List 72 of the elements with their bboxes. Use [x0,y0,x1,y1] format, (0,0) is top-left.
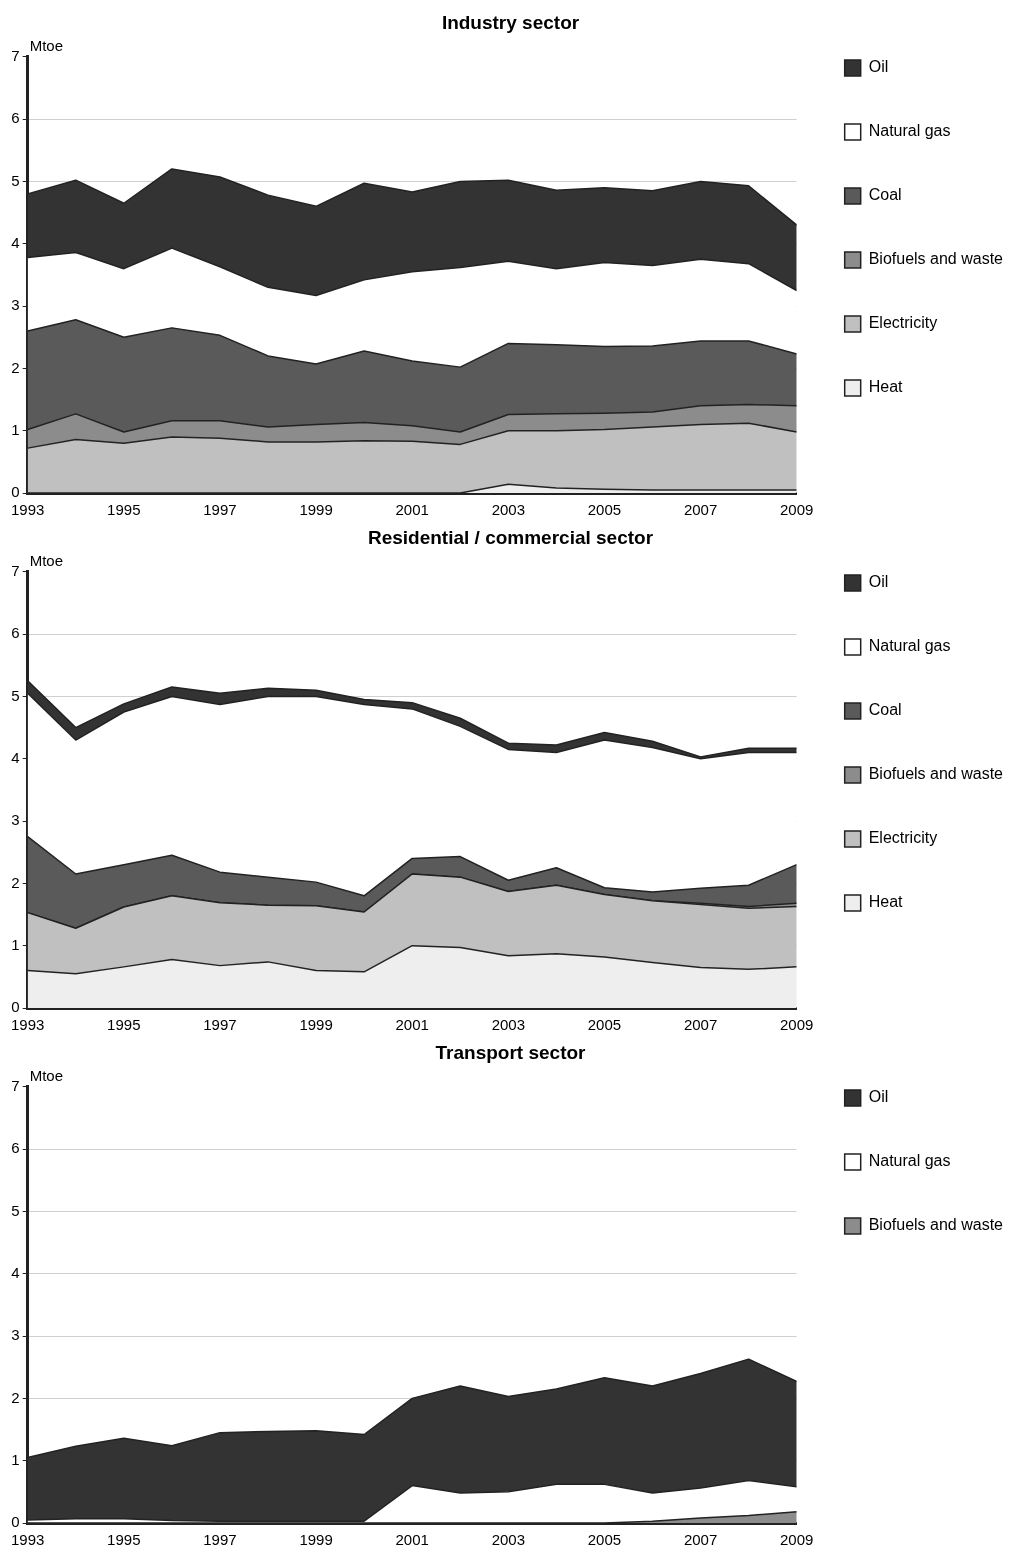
x-tick-label: 2007 [683,501,718,519]
x-tick-label: 1995 [107,1016,141,1034]
y-axis-title: Mtoe [29,552,64,570]
legend-label: Oil [868,58,889,76]
y-tick-label: 0 [11,1513,20,1531]
y-tick-label: 4 [11,1263,20,1281]
chart-title: Transport sector [435,1041,587,1063]
x-tick-label: 1997 [203,1016,237,1034]
y-tick-label: 0 [11,998,20,1016]
y-tick-label: 7 [11,561,20,579]
x-tick-label: 2001 [395,501,429,519]
x-tick-label: 2003 [491,1016,525,1034]
legend-label: Natural gas [868,122,951,140]
x-tick-label: 2009 [780,501,814,519]
chart-title: Industry sector [441,11,580,33]
x-tick-label: 1995 [107,1531,141,1549]
y-tick-label: 4 [11,748,20,766]
x-tick-label: 2003 [491,501,525,519]
legend-label: Coal [868,186,902,204]
x-tick-label: 2009 [780,1016,814,1034]
x-tick-label: 2005 [587,501,622,519]
y-tick-label: 6 [11,1139,20,1157]
y-tick-label: 4 [11,233,20,251]
x-tick-label: 1993 [11,1531,45,1549]
y-tick-label: 2 [11,358,20,376]
y-tick-label: 2 [11,1388,20,1406]
y-tick-label: 1 [11,420,20,438]
x-tick-label: 2005 [587,1016,622,1034]
x-tick-label: 1999 [299,501,333,519]
y-tick-label: 5 [11,686,20,704]
y-tick-label: 0 [11,483,20,501]
y-tick-label: 7 [11,1076,20,1094]
y-tick-label: 1 [11,1450,20,1468]
legend-label: Electricity [868,314,938,332]
legend-label: Electricity [868,829,938,847]
legend-label: Biofuels and waste [868,250,1004,268]
chart-title: Residential / commercial sector [367,526,654,548]
x-tick-label: 2001 [395,1016,429,1034]
x-tick-label: 1993 [11,1016,45,1034]
x-tick-label: 1993 [11,501,45,519]
x-tick-label: 1997 [203,1531,237,1549]
x-tick-label: 2007 [683,1531,718,1549]
legend-label: Biofuels and waste [868,765,1004,783]
legend-label: Biofuels and waste [868,1216,1004,1234]
legend-label: Oil [868,573,889,591]
y-tick-label: 3 [11,811,20,829]
x-tick-label: 1999 [299,1531,333,1549]
legend-label: Coal [868,701,902,719]
y-axis-title: Mtoe [29,37,64,55]
y-tick-label: 1 [11,935,20,953]
y-axis-title: Mtoe [29,1067,64,1085]
y-tick-label: 2 [11,873,20,891]
y-tick-label: 5 [11,171,20,189]
x-tick-label: 2005 [587,1531,622,1549]
y-tick-label: 6 [11,109,20,127]
x-tick-label: 1999 [299,1016,333,1034]
x-tick-label: 2003 [491,1531,525,1549]
x-tick-label: 1995 [107,501,141,519]
legend-label: Natural gas [868,637,951,655]
y-tick-label: 6 [11,624,20,642]
x-tick-label: 2007 [683,1016,718,1034]
legend-label: Heat [868,893,904,911]
x-tick-label: 2009 [780,1531,814,1549]
y-tick-label: 5 [11,1201,20,1219]
y-tick-label: 3 [11,296,20,314]
x-tick-label: 2001 [395,1531,429,1549]
legend-label: Heat [868,378,904,396]
y-tick-label: 3 [11,1326,20,1344]
legend-label: Natural gas [868,1152,951,1170]
y-tick-label: 7 [11,46,20,64]
legend-label: Oil [868,1088,889,1106]
x-tick-label: 1997 [203,501,237,519]
